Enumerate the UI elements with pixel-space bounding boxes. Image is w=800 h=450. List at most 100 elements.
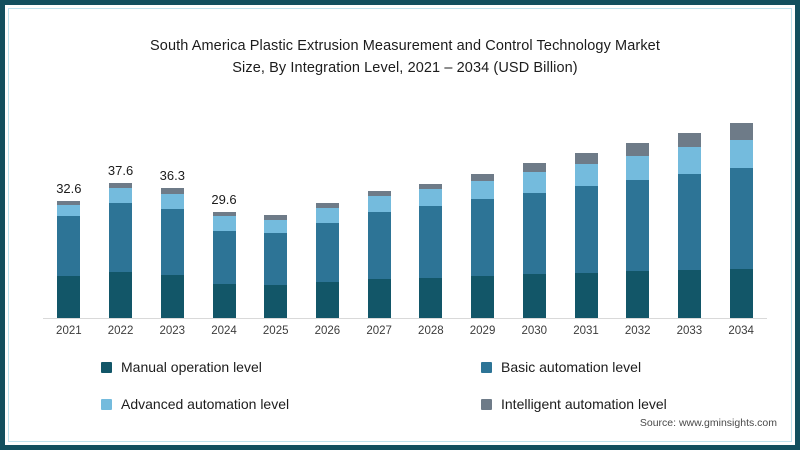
bar-segment-2028-s1[interactable] <box>419 206 443 278</box>
bar-2029[interactable] <box>471 173 495 319</box>
bar-segment-2033-s3[interactable] <box>677 133 701 148</box>
bar-segment-2034-s1[interactable] <box>729 168 753 269</box>
x-tick-2031: 2031 <box>573 325 599 337</box>
bar-2028[interactable] <box>419 183 443 319</box>
bar-segment-2031-s1[interactable] <box>574 186 598 273</box>
bar-segment-2027-s3[interactable] <box>367 191 391 197</box>
bar-2023[interactable]: 36.3 <box>160 168 185 319</box>
bar-segment-2028-s2[interactable] <box>419 188 443 207</box>
bar-segment-2028-s3[interactable] <box>419 183 443 189</box>
bar-segment-2031-s3[interactable] <box>574 153 598 165</box>
bar-2026[interactable] <box>315 203 339 319</box>
bar-segment-2021-s0[interactable] <box>57 276 81 319</box>
bar-segment-2021-s1[interactable] <box>57 216 81 277</box>
bar-segment-2022-s3[interactable] <box>109 183 133 189</box>
legend-swatch-icon-1 <box>481 361 492 373</box>
bar-segment-2025-s3[interactable] <box>264 215 288 221</box>
bar-segment-2023-s2[interactable] <box>160 193 184 209</box>
bar-segment-2032-s0[interactable] <box>626 271 650 319</box>
bar-segment-2024-s1[interactable] <box>212 230 236 284</box>
bar-value-label-2021: 32.6 <box>56 181 82 197</box>
legend-item-1[interactable]: Basic automation level <box>481 359 721 375</box>
x-tick-2030: 2030 <box>521 325 548 337</box>
legend-item-0[interactable]: Manual operation level <box>101 359 481 375</box>
bar-segment-2025-s0[interactable] <box>264 285 288 319</box>
bar-segment-2023-s0[interactable] <box>160 274 184 319</box>
bar-segment-2028-s0[interactable] <box>419 277 443 319</box>
x-tick-2024: 2024 <box>211 325 237 337</box>
bar-segment-2034-s2[interactable] <box>729 139 753 169</box>
bar-segment-2022-s0[interactable] <box>109 272 133 319</box>
bar-segment-2027-s0[interactable] <box>367 279 391 319</box>
bar-segment-2026-s0[interactable] <box>315 282 339 319</box>
bar-segment-2030-s3[interactable] <box>522 163 546 173</box>
bar-2024[interactable]: 29.6 <box>211 192 237 319</box>
bar-segment-2030-s2[interactable] <box>522 172 546 193</box>
bar-2027[interactable] <box>367 191 391 319</box>
bar-segment-2030-s1[interactable] <box>522 192 546 275</box>
bar-segment-2024-s2[interactable] <box>212 216 236 231</box>
bar-segment-2030-s0[interactable] <box>522 274 546 319</box>
bar-segment-2027-s1[interactable] <box>367 212 391 280</box>
bar-2032[interactable] <box>626 143 650 319</box>
bar-segment-2026-s2[interactable] <box>315 208 339 223</box>
bar-segment-2022-s1[interactable] <box>109 202 133 273</box>
bar-segment-2021-s3[interactable] <box>57 201 81 205</box>
x-tick-2021: 2021 <box>56 325 82 337</box>
chart-title-line-1: South America Plastic Extrusion Measurem… <box>150 38 660 54</box>
bar-2031[interactable] <box>574 153 598 319</box>
chart-title: South America Plastic Extrusion Measurem… <box>65 35 745 79</box>
bar-segment-2031-s2[interactable] <box>574 164 598 187</box>
legend-item-3[interactable]: Intelligent automation level <box>481 396 721 412</box>
x-tick-2029: 2029 <box>469 325 496 337</box>
legend-label-0: Manual operation level <box>121 359 262 375</box>
bar-segment-2025-s2[interactable] <box>264 220 288 234</box>
bar-segment-2024-s3[interactable] <box>212 212 236 217</box>
bar-segment-2031-s0[interactable] <box>574 272 598 319</box>
bar-segment-2032-s3[interactable] <box>626 143 650 157</box>
bar-2021[interactable]: 32.6 <box>56 181 82 319</box>
legend-swatch-icon-3 <box>481 398 492 410</box>
x-axis-tick-labels: 2021 2022 2023 2024 2025 2026 2027 2028 2029 2030… <box>43 325 767 345</box>
bar-segment-2029-s2[interactable] <box>471 180 495 200</box>
x-tick-2032: 2032 <box>624 325 651 337</box>
bar-2025[interactable] <box>264 215 288 319</box>
bar-segment-2027-s2[interactable] <box>367 196 391 213</box>
bar-segment-2021-s2[interactable] <box>57 204 81 217</box>
bar-2022[interactable]: 37.6 <box>108 163 133 319</box>
x-tick-2033: 2033 <box>676 325 703 337</box>
chart-title-line-2: Size, By Integration Level, 2021 – 2034 … <box>232 60 578 76</box>
bar-2033[interactable] <box>677 133 701 319</box>
bar-segment-2029-s0[interactable] <box>471 276 495 319</box>
bar-segment-2023-s3[interactable] <box>160 187 184 194</box>
legend-item-2[interactable]: Advanced automation level <box>101 396 481 412</box>
bar-2030[interactable] <box>522 163 546 319</box>
bar-segment-2033-s0[interactable] <box>677 269 701 319</box>
bar-segment-2032-s2[interactable] <box>626 156 650 181</box>
bar-segment-2024-s0[interactable] <box>212 283 236 319</box>
bar-segment-2034-s0[interactable] <box>729 268 753 319</box>
bar-segment-2023-s1[interactable] <box>160 208 184 275</box>
bar-segment-2026-s1[interactable] <box>315 222 339 283</box>
bar-segment-2022-s2[interactable] <box>109 188 133 203</box>
bar-segment-2033-s1[interactable] <box>677 173 701 270</box>
legend-swatch-icon-2 <box>101 398 112 410</box>
bar-segment-2029-s3[interactable] <box>471 173 495 181</box>
chart-legend: Manual operation level Basic automation l… <box>101 359 721 412</box>
legend-label-2: Advanced automation level <box>121 396 290 412</box>
bar-segment-2029-s1[interactable] <box>471 199 495 277</box>
bar-segment-2032-s1[interactable] <box>626 180 650 272</box>
bar-segment-2033-s2[interactable] <box>677 147 701 174</box>
bar-2034[interactable] <box>729 122 753 319</box>
source-credit: Source: www.gminsights.com <box>639 417 777 429</box>
bar-segment-2025-s1[interactable] <box>264 233 288 286</box>
bar-value-label-2022: 37.6 <box>107 163 134 179</box>
bar-segment-2034-s3[interactable] <box>729 122 753 140</box>
x-tick-2028: 2028 <box>418 325 444 337</box>
bar-value-label-2024: 29.6 <box>211 192 237 208</box>
x-tick-2025: 2025 <box>262 325 289 337</box>
legend-label-1: Basic automation level <box>501 359 642 375</box>
bar-segment-2026-s3[interactable] <box>315 203 339 209</box>
x-tick-2026: 2026 <box>314 325 341 337</box>
